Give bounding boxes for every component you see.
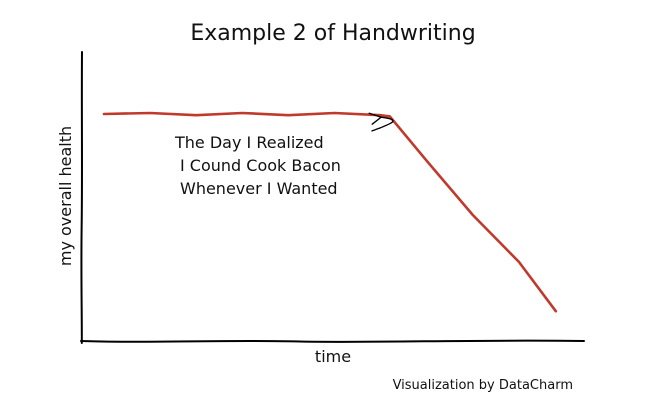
annotation: The Day I Realized I Cound Cook Bacon Wh… <box>174 112 394 198</box>
y-axis <box>80 51 83 344</box>
credit-text: Visualization by DataCharm <box>393 378 573 393</box>
y-axis-label: my overall health <box>56 126 75 266</box>
annotation-line-3: Whenever I Wanted <box>180 179 338 198</box>
chart-title: Example 2 of Handwriting <box>190 21 475 46</box>
annotation-line-2: I Cound Cook Bacon <box>180 156 341 175</box>
annotation-line-1: The Day I Realized <box>174 133 324 152</box>
series-line <box>102 111 558 313</box>
x-axis <box>80 339 585 343</box>
annotation-arrow <box>368 112 394 132</box>
x-axis-label: time <box>315 347 351 366</box>
